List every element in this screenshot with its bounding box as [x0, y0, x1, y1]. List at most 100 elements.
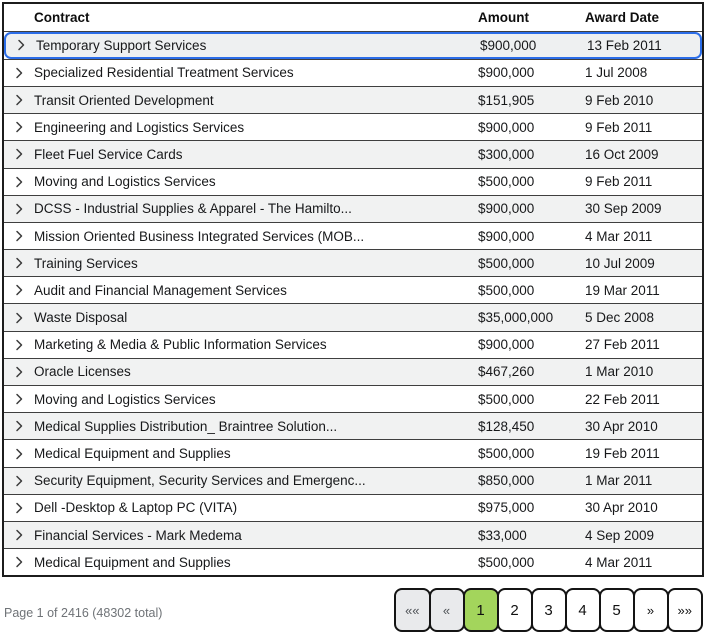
pagination-prev-page-button: «	[428, 588, 465, 632]
table-row[interactable]: Financial Services - Mark Medema $33,000 4…	[4, 520, 702, 549]
table-row[interactable]: Specialized Residential Treatment Servic…	[4, 58, 702, 86]
contract-cell: Fleet Fuel Service Cards	[34, 146, 183, 162]
table-row[interactable]: Engineering and Logistics Services $900,0…	[4, 113, 702, 141]
award-date-cell: 9 Feb 2011	[585, 174, 653, 190]
award-date-cell: 4 Mar 2011	[585, 228, 653, 244]
amount-cell: $500,000	[478, 174, 535, 190]
award-date-cell: 30 Apr 2010	[585, 500, 658, 516]
table-row[interactable]: Medical Supplies Distribution_ Braintree…	[4, 412, 702, 440]
chevron-right-icon[interactable]	[4, 366, 34, 378]
award-date-cell: 9 Feb 2011	[585, 119, 653, 135]
table-row[interactable]: Waste Disposal $35,000,000 5 Dec 2008	[4, 303, 702, 331]
amount-cell: $900,000	[480, 37, 537, 53]
chevron-right-icon[interactable]	[4, 339, 34, 351]
pagination-page-4-button[interactable]: 4	[564, 588, 601, 632]
award-date-cell: 13 Feb 2011	[587, 37, 662, 53]
amount-cell: $900,000	[478, 228, 535, 244]
chevron-right-icon[interactable]	[4, 502, 34, 514]
chevron-right-icon[interactable]	[4, 448, 34, 460]
contract-cell: DCSS - Industrial Supplies & Apparel - T…	[34, 201, 352, 217]
pagination-next-page-button[interactable]: »	[632, 588, 669, 632]
table-row[interactable]: Moving and Logistics Services $500,000 22 …	[4, 385, 702, 413]
chevron-right-icon[interactable]	[4, 312, 34, 324]
award-date-cell: 27 Feb 2011	[585, 337, 660, 353]
chevron-right-icon[interactable]	[4, 203, 34, 215]
column-header-amount[interactable]: Amount	[478, 9, 529, 25]
award-date-cell: 30 Sep 2009	[585, 201, 662, 217]
award-date-cell: 1 Mar 2011	[585, 473, 653, 489]
chevron-right-icon[interactable]	[4, 230, 34, 242]
contract-cell: Moving and Logistics Services	[34, 174, 216, 190]
amount-cell: $500,000	[478, 282, 535, 298]
table-row[interactable]: Dell -Desktop & Laptop PC (VITA) $975,000…	[4, 493, 702, 521]
amount-cell: $975,000	[478, 500, 535, 516]
pagination-page-1-button[interactable]: 1	[462, 588, 499, 632]
award-date-cell: 4 Mar 2011	[585, 554, 653, 570]
award-date-cell: 9 Feb 2010	[585, 92, 654, 108]
table-row[interactable]: DCSS - Industrial Supplies & Apparel - T…	[4, 194, 702, 222]
pagination-page-5-button[interactable]: 5	[598, 588, 635, 632]
chevron-right-icon[interactable]	[4, 176, 34, 188]
amount-cell: $300,000	[478, 146, 535, 162]
contract-cell: Audit and Financial Management Services	[34, 282, 287, 298]
table-row[interactable]: Moving and Logistics Services $500,000 9 F…	[4, 167, 702, 195]
pagination: «« «1 2 3 4 5»»»	[394, 588, 703, 632]
chevron-right-icon[interactable]	[4, 284, 34, 296]
contract-cell: Engineering and Logistics Services	[34, 119, 245, 135]
chevron-right-icon[interactable]	[4, 121, 34, 133]
table-row[interactable]: Transit Oriented Development $151,905 9 Fe…	[4, 85, 702, 114]
award-date-cell: 1 Mar 2010	[585, 364, 654, 380]
amount-cell: $500,000	[478, 446, 535, 461]
amount-cell: $151,905	[478, 92, 535, 108]
amount-cell: $500,000	[478, 255, 535, 271]
table-row[interactable]: Oracle Licenses $467,260 1 Mar 2010	[4, 357, 702, 386]
award-date-cell: 1 Jul 2008	[585, 65, 648, 81]
contract-cell: Training Services	[34, 255, 138, 271]
chevron-right-icon[interactable]	[4, 257, 34, 269]
table-row[interactable]: Marketing & Media & Public Information S…	[4, 330, 702, 358]
contract-cell: Medical Supplies Distribution_ Braintree…	[34, 418, 338, 434]
table-row[interactable]: Medical Equipment and Supplies $500,000 19…	[4, 439, 702, 467]
contract-cell: Medical Equipment and Supplies	[34, 446, 231, 461]
amount-cell: $500,000	[478, 554, 535, 570]
column-header-contract[interactable]: Contract	[34, 9, 90, 25]
pagination-page-2-button[interactable]: 2	[496, 588, 533, 632]
table-row[interactable]: Security Equipment, Security Services an…	[4, 466, 702, 494]
amount-cell: $35,000,000	[478, 310, 554, 326]
chevron-right-icon[interactable]	[4, 393, 34, 405]
amount-cell: $850,000	[478, 473, 535, 489]
pagination-first-page-button: ««	[394, 588, 431, 632]
table-row[interactable]: Fleet Fuel Service Cards $300,000 16 Oct 2…	[4, 140, 702, 168]
chevron-right-icon[interactable]	[4, 529, 34, 541]
column-header-award-date[interactable]: Award Date	[585, 9, 660, 25]
table-row[interactable]: Temporary Support Services $900,000 13 Feb…	[4, 31, 702, 59]
amount-cell: $900,000	[478, 119, 535, 135]
contract-cell: Moving and Logistics Services	[34, 391, 216, 407]
amount-cell: $900,000	[478, 337, 535, 353]
table-row[interactable]: Training Services $500,000 10 Jul 2009	[4, 249, 702, 277]
chevron-right-icon[interactable]	[4, 67, 34, 79]
contract-cell: Medical Equipment and Supplies	[34, 554, 231, 570]
chevron-right-icon[interactable]	[4, 556, 34, 568]
amount-cell: $500,000	[478, 391, 535, 407]
amount-cell: $900,000	[478, 201, 535, 217]
chevron-right-icon[interactable]	[4, 420, 34, 432]
contract-cell: Financial Services - Mark Medema	[34, 527, 242, 543]
award-date-cell: 19 Feb 2011	[585, 446, 660, 461]
table-row[interactable]: Medical Equipment and Supplies $500,000 4 …	[4, 548, 702, 576]
contract-cell: Dell -Desktop & Laptop PC (VITA)	[34, 500, 238, 516]
amount-cell: $467,260	[478, 364, 535, 380]
chevron-right-icon[interactable]	[4, 148, 34, 160]
chevron-right-icon[interactable]	[4, 94, 34, 106]
pagination-page-3-button[interactable]: 3	[530, 588, 567, 632]
contract-cell: Security Equipment, Security Services an…	[34, 473, 366, 489]
contract-cell: Specialized Residential Treatment Servic…	[34, 65, 294, 81]
award-date-cell: 4 Sep 2009	[585, 527, 655, 543]
table-row[interactable]: Mission Oriented Business Integrated Ser…	[4, 221, 702, 250]
pagination-last-page-button[interactable]: »»	[666, 588, 703, 632]
chevron-right-icon[interactable]	[6, 39, 36, 51]
chevron-right-icon[interactable]	[4, 475, 34, 487]
page-summary: Page 1 of 2416 (48302 total)	[4, 606, 163, 620]
table-row[interactable]: Audit and Financial Management Services $…	[4, 276, 702, 304]
contract-cell: Waste Disposal	[34, 310, 128, 326]
